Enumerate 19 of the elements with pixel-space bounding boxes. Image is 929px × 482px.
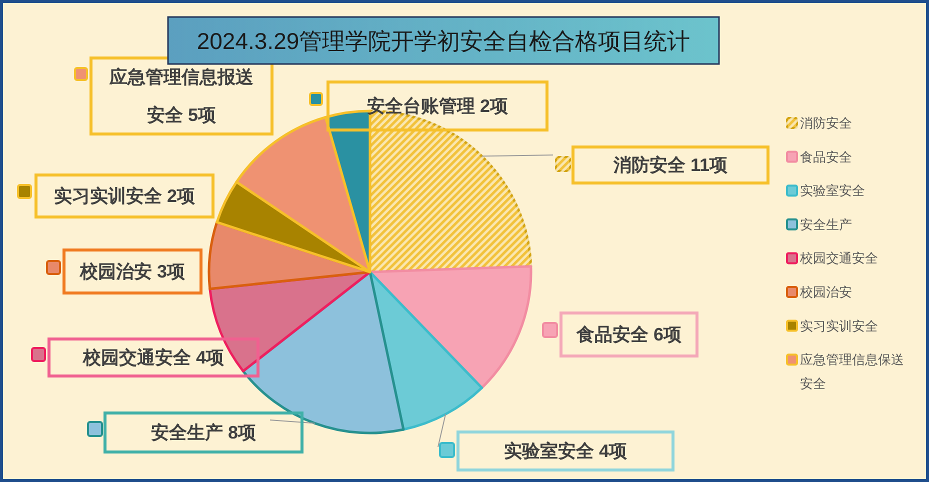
- data-label: 食品安全 6项: [575, 324, 682, 344]
- data-label: 应急管理信息报送安全 5项: [108, 67, 254, 125]
- data-label: 安全生产 8项: [150, 422, 256, 442]
- data-label: 校园交通安全 4项: [82, 348, 224, 368]
- pie-slice: [368, 265, 532, 390]
- legend-label: 实习实训安全: [800, 318, 878, 334]
- data-label: 校园治安 3项: [78, 262, 186, 282]
- legend-label: 校园交通安全: [799, 250, 878, 266]
- legend-label: 消防安全: [800, 116, 852, 130]
- legend-label: 实验室安全: [800, 183, 865, 198]
- legend-label: 校园治安: [799, 284, 852, 300]
- legend-label: 应急管理信息保送安全: [800, 352, 904, 392]
- data-label: 实习实训安全 2项: [54, 186, 196, 206]
- legend-label: 食品安全: [800, 149, 852, 164]
- data-label: 实验室安全 4项: [504, 441, 628, 461]
- pie-slice: [368, 270, 484, 431]
- legend-label: 安全生产: [800, 216, 852, 232]
- chart-title: 2024.3.29管理学院开学初安全自检合格项目统计: [196, 28, 690, 54]
- data-label: 消防安全 11项: [612, 155, 728, 175]
